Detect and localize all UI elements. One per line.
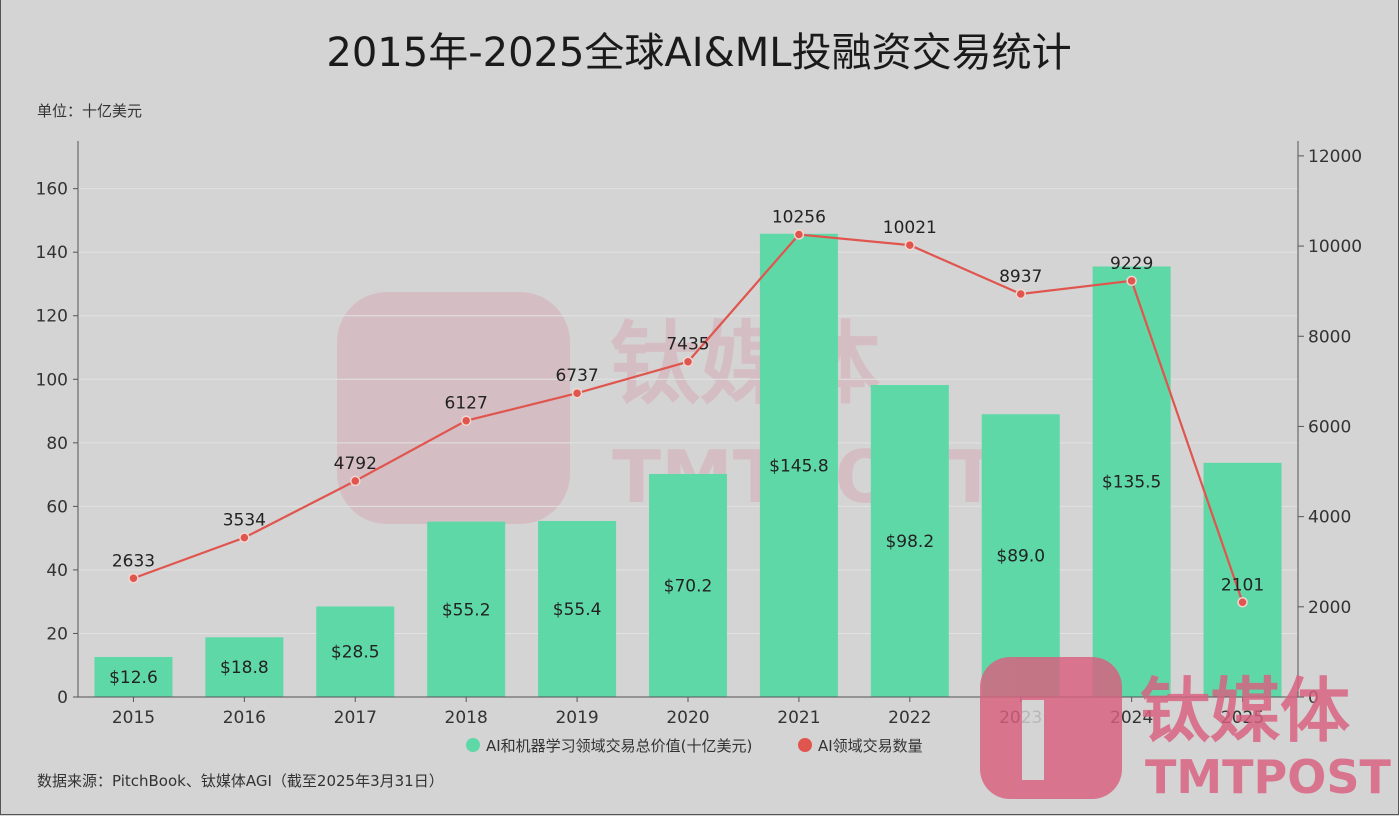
line-value-label: 7435 [666,335,709,355]
line-value-label: 3534 [223,511,266,531]
right-tick-label: 8000 [1308,327,1351,347]
line-value-label: 2633 [112,551,155,571]
x-tick-label: 2017 [334,708,377,728]
x-tick-label: 2018 [445,708,488,728]
bar-value-label: $70.2 [664,576,713,596]
line-point-2016 [239,532,250,543]
line-value-label: 6127 [445,394,488,414]
x-tick-label: 2021 [777,708,820,728]
right-tick-label: 10000 [1308,237,1362,257]
bar-2018 [427,521,506,697]
left-tick-label: 60 [46,497,68,517]
x-tick-label: 2016 [223,708,266,728]
left-tick-label: 80 [46,434,68,454]
x-tick-label: 2022 [888,708,931,728]
bar-2017 [316,606,395,697]
line-value-label: 2101 [1221,575,1264,595]
watermark-text-cn: 钛媒体 [610,312,880,417]
unit-label: 单位：十亿美元 [37,102,142,120]
line-point-2017 [350,475,361,487]
left-tick-label: 140 [36,243,68,263]
bar-2015 [94,656,173,697]
left-tick-label: 160 [36,180,68,200]
line-point-2020 [682,356,694,367]
left-tick-label: 120 [36,307,68,327]
line-value-label: 10021 [883,218,937,238]
bar-2020 [649,473,727,697]
chart-title: 2015年-2025全球AI&ML投融资交易统计 [326,30,1071,76]
line-point-2024 [1126,275,1137,287]
line-point-2021 [793,229,805,240]
right-tick-label: 12000 [1308,147,1362,167]
left-tick-label: 20 [46,624,68,644]
bar-2016 [205,637,284,697]
legend-line-label: AI领域交易数量 [818,737,923,755]
bar-value-label: $28.5 [331,643,380,663]
line-value-label: 9229 [1110,254,1153,274]
legend-bar-label: AI和机器学习领域交易总价值(十亿美元) [486,737,752,755]
bar-2025 [1203,462,1282,697]
line-value-label: 10256 [772,208,826,228]
bar-2021 [759,233,838,697]
bar-value-label: $135.5 [1102,473,1161,493]
watermark-corner-logo-icon [980,657,1122,799]
right-tick-label: 6000 [1308,417,1351,437]
legend-bar-swatch [466,738,480,752]
x-tick-label: 2025 [1221,708,1264,728]
bar-value-label: $89.0 [996,547,1045,567]
legend-line-swatch [798,738,812,752]
right-tick-label: 2000 [1308,598,1351,618]
line-value-label: 8937 [999,267,1042,287]
x-tick-label: 2015 [112,708,155,728]
watermark-logo-icon [337,292,570,524]
watermark-corner-text-cn: 钛媒体 [1140,670,1350,752]
x-tick-label: 2019 [555,708,598,728]
bar-value-label: $12.6 [109,668,158,688]
bar-2022 [870,385,949,697]
source-note: 数据来源：PitchBook、钛媒体AGI（截至2025年3月31日） [37,772,444,790]
line-point-2018 [460,415,472,426]
line-value-label: 6737 [555,366,598,386]
bar-value-label: $55.2 [442,600,491,620]
right-tick-label: 0 [1308,688,1319,708]
bar-value-label: $18.8 [220,658,269,678]
watermark-corner-text-en: TMTPOST [1145,750,1391,804]
bar-value-label: $98.2 [885,532,934,552]
line-point-2023 [1015,288,1026,300]
left-tick-label: 40 [46,561,68,581]
left-tick-label: 100 [36,370,68,390]
line-point-2015 [128,573,139,584]
watermark-corner-logo-stem [1022,700,1044,780]
bar-2019 [538,520,617,697]
x-tick-label: 2020 [666,708,709,728]
line-value-label: 4792 [334,454,377,474]
line-point-2025 [1237,597,1248,608]
line-point-2022 [904,239,916,251]
right-tick-label: 4000 [1308,508,1351,528]
bar-value-label: $55.4 [553,600,602,620]
bar-2023 [981,414,1060,697]
bar-value-label: $145.8 [769,456,828,476]
line-point-2019 [571,387,583,399]
left-tick-label: 0 [57,688,68,708]
bar-2024 [1092,266,1171,697]
